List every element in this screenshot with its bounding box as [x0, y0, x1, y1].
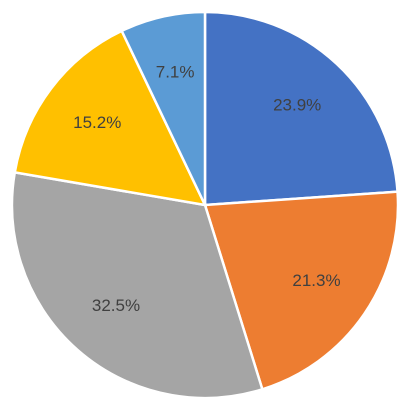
data-label: 21.3%	[292, 271, 340, 290]
data-label: 32.5%	[92, 296, 140, 315]
pie-slice	[120, 10, 207, 206]
pie-slice	[203, 10, 399, 207]
pie-slice	[10, 170, 264, 400]
pie-slice	[203, 190, 400, 391]
data-label: 23.9%	[273, 96, 321, 115]
pie-slice	[13, 29, 208, 207]
data-label: 15.2%	[73, 113, 121, 132]
data-label: 7.1%	[156, 63, 195, 82]
